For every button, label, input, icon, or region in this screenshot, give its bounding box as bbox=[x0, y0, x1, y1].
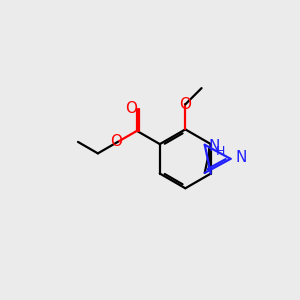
Text: N: N bbox=[208, 139, 220, 154]
Text: H: H bbox=[216, 145, 225, 158]
Text: O: O bbox=[110, 134, 122, 149]
Text: O: O bbox=[126, 101, 138, 116]
Text: O: O bbox=[179, 97, 191, 112]
Text: N: N bbox=[236, 150, 247, 165]
